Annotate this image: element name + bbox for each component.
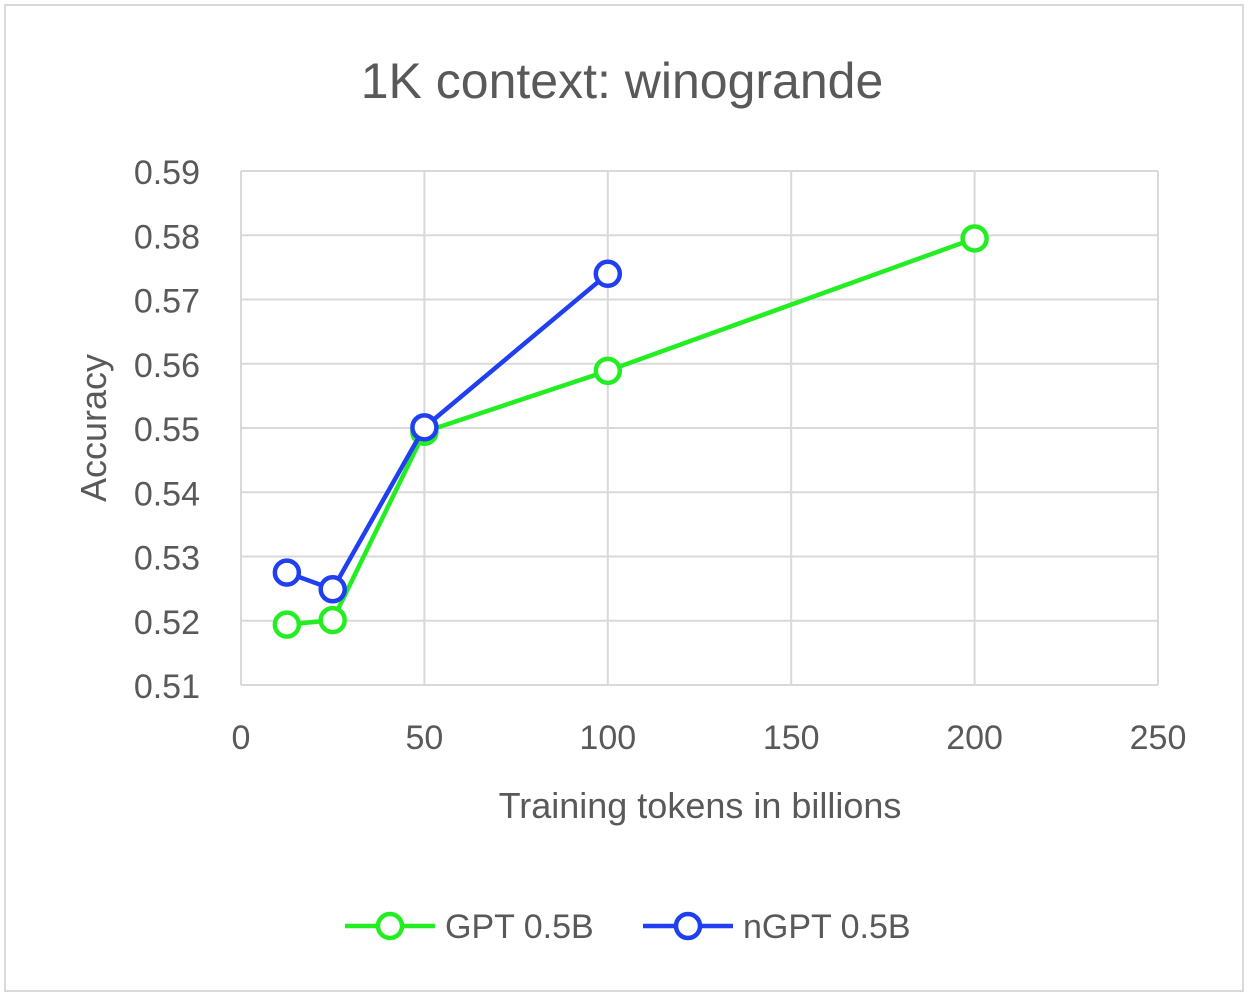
tick-labels: 0.51 0.52 0.53 0.54 0.55 0.56 0.57 0.58 0.59 0 50 1…: [134, 154, 1187, 757]
series-line-1: [284, 271, 611, 592]
x-tick-label: 250: [1130, 719, 1187, 757]
y-axis-label: Accuracy: [73, 354, 114, 502]
grid: [240, 170, 1159, 686]
x-axis-label: Training tokens in billions: [499, 785, 902, 826]
legend-label-0: GPT 0.5B: [445, 908, 594, 946]
data-point: [410, 413, 439, 442]
y-tick-label: 0.55: [134, 411, 200, 449]
y-tick-label: 0.57: [134, 283, 200, 321]
x-tick-label: 100: [579, 719, 636, 757]
legend-marker-1: [673, 911, 703, 941]
legend: GPT 0.5B nGPT 0.5B: [345, 908, 911, 946]
y-tick-label: 0.56: [134, 347, 200, 385]
legend-label-1: nGPT 0.5B: [743, 908, 911, 946]
data-point: [272, 558, 302, 587]
y-tick-label: 0.53: [134, 540, 200, 578]
chart-title: 1K context: winogrande: [361, 53, 884, 109]
data-point: [318, 575, 347, 604]
x-tick-label: 150: [763, 719, 820, 757]
series-line-0: [284, 236, 977, 627]
data-point: [593, 356, 623, 386]
data-point: [593, 259, 623, 289]
x-tick-label: 0: [232, 719, 251, 757]
y-tick-label: 0.58: [134, 218, 200, 256]
data-point: [272, 610, 302, 639]
x-tick-label: 50: [405, 719, 443, 757]
chart-frame: [4, 4, 1244, 992]
y-tick-label: 0.59: [134, 154, 200, 192]
y-tick-label: 0.52: [134, 604, 200, 642]
series-layer: [272, 224, 989, 639]
y-tick-label: 0.54: [134, 475, 200, 513]
data-point: [960, 224, 989, 253]
legend-marker-0: [375, 911, 405, 941]
x-tick-label: 200: [946, 719, 1003, 757]
data-point: [318, 605, 347, 635]
y-tick-label: 0.51: [134, 668, 200, 706]
